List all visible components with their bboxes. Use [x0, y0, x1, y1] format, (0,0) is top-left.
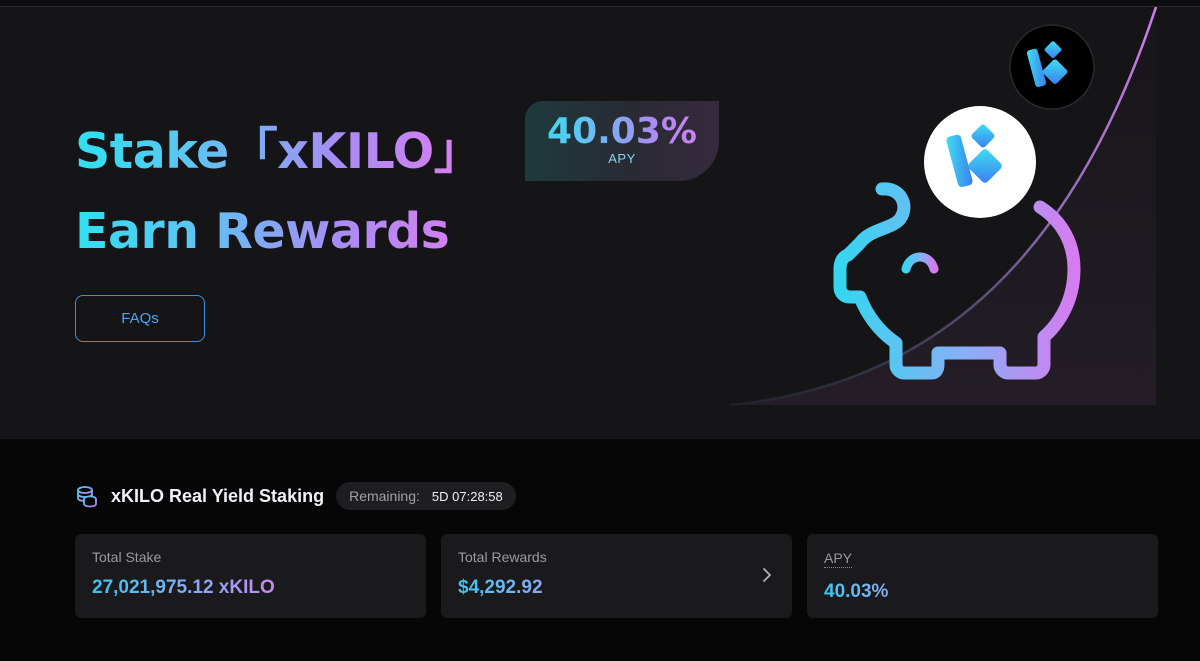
hero-banner: Stake「xKILO」 Earn Rewards 40.03% APY FAQ…	[0, 7, 1200, 439]
total-stake-card: Total Stake 27,021,975.12 xKILO	[75, 534, 426, 618]
total-rewards-card[interactable]: Total Rewards $4,292.92	[441, 534, 792, 618]
apy-card-label[interactable]: APY	[824, 550, 853, 568]
remaining-time-badge: Remaining: 5D 07:28:58	[336, 482, 516, 510]
chevron-right-icon[interactable]	[760, 566, 774, 584]
remaining-label: Remaining:	[349, 488, 420, 504]
total-rewards-value: $4,292.92	[458, 577, 543, 598]
apy-card: APY 40.03%	[807, 534, 1158, 618]
remaining-value: 5D 07:28:58	[431, 488, 503, 504]
apy-badge-label: APY	[608, 151, 636, 166]
staking-section-title: xKILO Real Yield Staking	[111, 485, 325, 506]
hero-title-line2: Earn Rewards	[75, 192, 482, 272]
total-stake-value: 27,021,975.12 xKILO	[92, 577, 275, 598]
piggy-bank-illustration	[729, 7, 1158, 407]
hero-title: Stake「xKILO」 Earn Rewards	[75, 112, 483, 272]
hero-title-line1: Stake「xKILO」	[75, 112, 483, 192]
coin-stack-icon	[77, 486, 97, 508]
total-rewards-label: Total Rewards	[458, 549, 547, 565]
kilo-coin-logo	[924, 106, 1036, 218]
total-stake-label: Total Stake	[92, 549, 162, 565]
faqs-button[interactable]: FAQs	[75, 295, 205, 342]
top-bar	[0, 0, 1200, 7]
staking-section-header: xKILO Real Yield Staking Remaining: 5D 0…	[75, 481, 516, 511]
kilo-logo	[1009, 24, 1095, 110]
apy-badge: 40.03% APY	[525, 101, 719, 181]
apy-card-value: 40.03%	[824, 581, 889, 602]
piggy-bank-icon	[833, 182, 1081, 380]
apy-badge-value: 40.03%	[525, 111, 719, 153]
